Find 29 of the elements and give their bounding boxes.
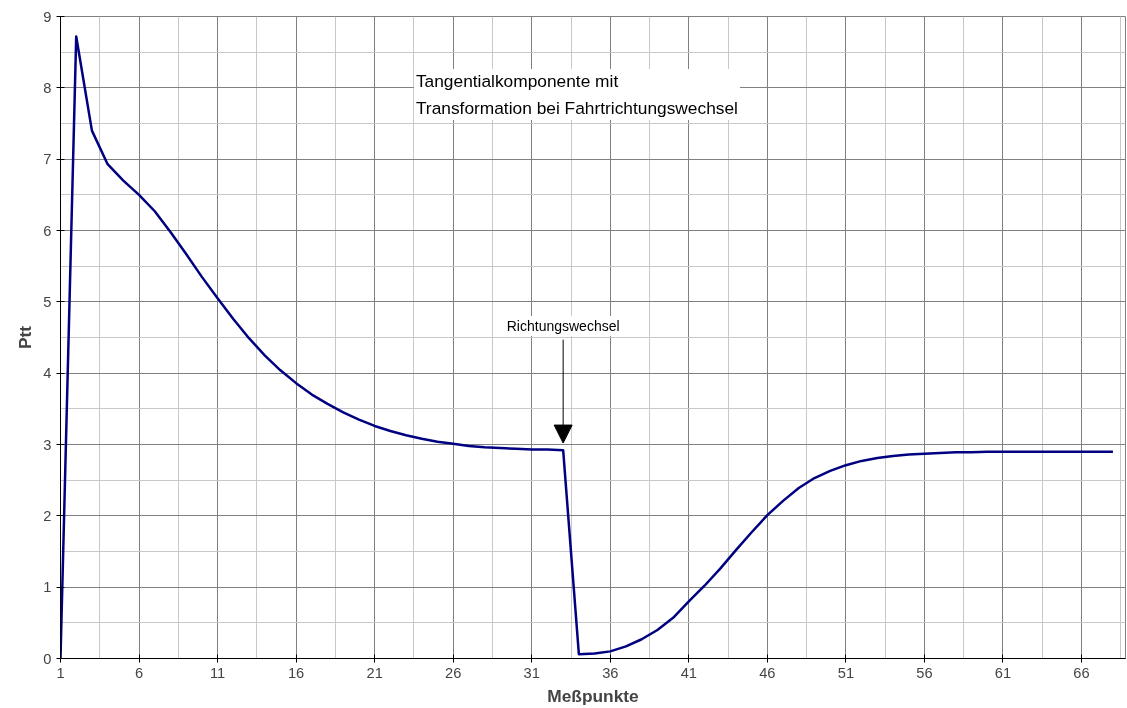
y-tick-label: 2 bbox=[43, 507, 52, 524]
x-tick-label: 31 bbox=[523, 664, 540, 681]
x-axis-title: Meßpunkte bbox=[547, 685, 640, 706]
x-tick-label: 56 bbox=[916, 664, 933, 681]
y-tick-label: 1 bbox=[43, 579, 52, 596]
y-tick-label: 0 bbox=[43, 650, 52, 667]
y-tick-label: 5 bbox=[43, 293, 52, 310]
x-tick-label: 36 bbox=[602, 664, 619, 681]
y-tick-label: 3 bbox=[43, 436, 52, 453]
annotation: Richtungswechsel bbox=[506, 318, 620, 335]
y-tick-label: 4 bbox=[43, 365, 52, 382]
x-tick-label: 51 bbox=[837, 664, 855, 681]
x-tick-label: 41 bbox=[680, 664, 697, 681]
x-tick-label: 26 bbox=[445, 664, 462, 681]
x-tick-label: 16 bbox=[287, 664, 305, 681]
y-tick-label: 8 bbox=[43, 79, 52, 96]
x-tick-label: 66 bbox=[1073, 664, 1090, 681]
x-tick-label: 61 bbox=[994, 664, 1012, 681]
y-tick-label: 7 bbox=[43, 151, 52, 168]
x-tick-label: 46 bbox=[759, 664, 776, 681]
x-tick-label: 21 bbox=[366, 664, 383, 681]
x-tick-label: 1 bbox=[56, 664, 65, 681]
x-tick-label: 6 bbox=[134, 664, 144, 681]
y-axis-title: Ptt bbox=[15, 325, 36, 350]
line-series bbox=[60, 35, 1115, 659]
y-tick-label: 6 bbox=[43, 222, 52, 239]
x-tick-label: 11 bbox=[209, 664, 226, 681]
y-tick-label: 9 bbox=[43, 8, 52, 25]
annotation: Tangentialkomponente mit Transformation bei Fahrtrichtungswechsel bbox=[415, 70, 738, 118]
